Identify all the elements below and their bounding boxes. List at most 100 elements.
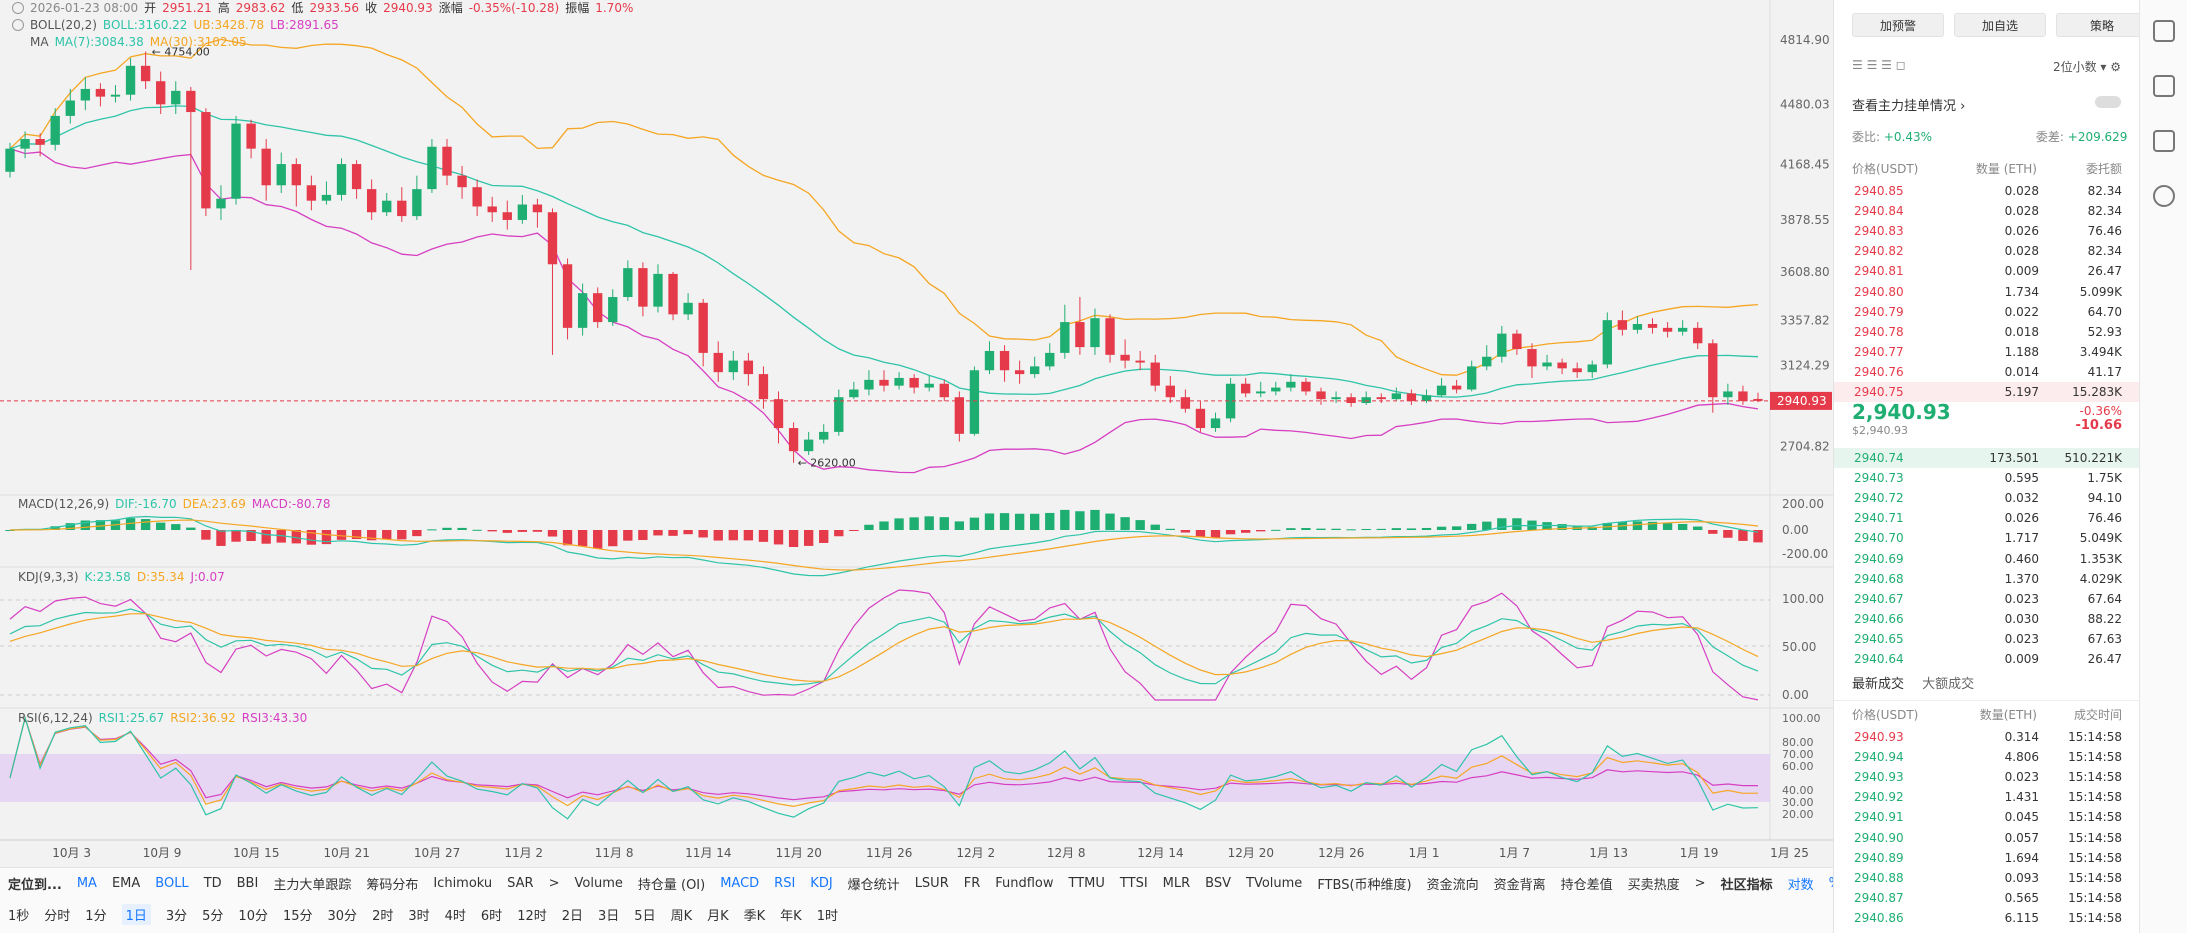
asks-row[interactable]: 2940.85 0.028 82.34 xyxy=(1854,184,2122,199)
trades-row[interactable]: 2940.88 0.093 15:14:58 xyxy=(1854,870,2122,885)
bids-row[interactable]: 2940.68 1.370 4.029K xyxy=(1854,571,2122,586)
tab-large-trades[interactable]: 大额成交 xyxy=(1922,677,1975,692)
bids-row[interactable]: 2940.73 0.595 1.75K xyxy=(1854,471,2122,486)
indicator-5[interactable]: 主力大单跟踪 xyxy=(273,878,352,893)
indicator-18[interactable]: Fundflow xyxy=(995,876,1054,891)
timeframe-16[interactable]: 5日 xyxy=(634,909,656,924)
indicator-24[interactable]: FTBS(币种维度) xyxy=(1317,878,1412,893)
indicator-17[interactable]: FR xyxy=(963,876,981,891)
indicator-9[interactable]: > xyxy=(548,876,560,891)
depth-toggle[interactable] xyxy=(2095,96,2121,108)
indicator-25[interactable]: 资金流向 xyxy=(1426,878,1479,893)
timeframe-21[interactable]: 1时 xyxy=(816,909,838,924)
asks-row[interactable]: 2940.79 0.022 64.70 xyxy=(1854,304,2122,319)
bids-row[interactable]: 2940.65 0.023 67.63 xyxy=(1854,631,2122,646)
bids-row[interactable]: 2940.71 0.026 76.46 xyxy=(1854,511,2122,526)
depth-link[interactable]: 查看主力挂单情况 › xyxy=(1852,99,1966,114)
trades-row[interactable]: 2940.92 1.431 15:14:58 xyxy=(1854,790,2122,805)
trades-row[interactable]: 2940.93 0.023 15:14:58 xyxy=(1854,770,2122,785)
indicator-0[interactable]: MA xyxy=(76,876,97,891)
indicator-19[interactable]: TTMU xyxy=(1068,876,1105,891)
timeframe-19[interactable]: 季K xyxy=(743,909,766,924)
indicator-3[interactable]: TD xyxy=(203,876,222,891)
timeframe-0[interactable]: 1秒 xyxy=(8,909,30,924)
trades-row[interactable]: 2940.94 4.806 15:14:58 xyxy=(1854,750,2122,765)
chart-area[interactable]: ← 4754.00 ← 2620.00 2940.93 4814.90 4480.03 4… xyxy=(0,0,1833,867)
indicator-1[interactable]: EMA xyxy=(111,876,141,891)
panel-button-0[interactable]: 加预警 xyxy=(1852,13,1944,37)
indicator-20[interactable]: TTSI xyxy=(1119,876,1148,891)
indicator-28[interactable]: 买卖热度 xyxy=(1627,878,1680,893)
bids-row[interactable]: 2940.72 0.032 94.10 xyxy=(1854,491,2122,506)
bids-row[interactable]: 2940.74 173.501 510.221K xyxy=(1834,448,2140,469)
asks-row[interactable]: 2940.84 0.028 82.34 xyxy=(1854,204,2122,219)
locate-button[interactable]: 定位到... xyxy=(8,878,62,893)
collapse-icon[interactable] xyxy=(12,2,24,14)
bids-row[interactable]: 2940.67 0.023 67.64 xyxy=(1854,591,2122,606)
indicator-16[interactable]: LSUR xyxy=(914,876,949,891)
view-icons[interactable]: ☰ ☰ ☰ ◻ xyxy=(1852,58,1906,72)
compare-button[interactable]: 对数 xyxy=(1787,878,1814,893)
trades-row[interactable]: 2940.87 0.565 15:14:58 xyxy=(1854,890,2122,905)
indicator-10[interactable]: Volume xyxy=(574,876,623,891)
swap-icon[interactable] xyxy=(2152,185,2175,207)
trades-row[interactable]: 2940.93 0.314 15:14:58 xyxy=(1854,730,2122,745)
timeframe-17[interactable]: 周K xyxy=(670,909,693,924)
asks-row[interactable]: 2940.75 5.197 15.283K xyxy=(1834,381,2140,403)
asks-row[interactable]: 2940.77 1.188 3.494K xyxy=(1854,344,2122,359)
asks-row[interactable]: 2940.81 0.009 26.47 xyxy=(1854,264,2122,279)
timeframe-12[interactable]: 6时 xyxy=(480,909,503,924)
timeframe-2[interactable]: 1分 xyxy=(85,909,107,924)
trades-row[interactable]: 2940.89 1.694 15:14:58 xyxy=(1854,850,2122,865)
indicator-23[interactable]: TVolume xyxy=(1246,876,1303,891)
chart-canvas[interactable]: ← 4754.00 ← 2620.00 2940.93 4814.90 4480.03 4… xyxy=(0,0,1833,867)
bids-row[interactable]: 2940.66 0.030 88.22 xyxy=(1854,611,2122,626)
tab-latest-trades[interactable]: 最新成交 xyxy=(1852,677,1905,692)
indicator-15[interactable]: 爆仓统计 xyxy=(847,878,900,893)
indicator-14[interactable]: KDJ xyxy=(810,876,833,891)
trades-row[interactable]: 2940.90 0.057 15:14:58 xyxy=(1854,830,2122,845)
bids-row[interactable]: 2940.69 0.460 1.353K xyxy=(1854,551,2122,566)
bids-row[interactable]: 2940.70 1.717 5.049K xyxy=(1854,531,2122,546)
indicator-27[interactable]: 持仓差值 xyxy=(1560,878,1613,893)
chart-icon[interactable] xyxy=(2152,75,2175,97)
indicator-13[interactable]: RSI xyxy=(774,876,796,891)
timeframe-4[interactable]: 3分 xyxy=(165,909,188,924)
indicator-26[interactable]: 资金背离 xyxy=(1493,878,1546,893)
precision-select[interactable]: 2位小数 ▾ ⚙ xyxy=(2052,60,2121,74)
timeframe-1[interactable]: 分时 xyxy=(44,909,71,924)
indicator-11[interactable]: 持仓量 (OI) xyxy=(637,878,706,893)
asks-row[interactable]: 2940.82 0.028 82.34 xyxy=(1854,244,2122,259)
timeframe-5[interactable]: 5分 xyxy=(202,909,224,924)
timeframe-6[interactable]: 10分 xyxy=(238,909,268,924)
indicator-22[interactable]: BSV xyxy=(1205,876,1232,891)
asks-row[interactable]: 2940.76 0.014 41.17 xyxy=(1854,364,2122,379)
timeframe-7[interactable]: 15分 xyxy=(282,909,313,924)
timeframe-11[interactable]: 4时 xyxy=(444,909,466,924)
indicator-6[interactable]: 筹码分布 xyxy=(366,878,419,893)
indicator-21[interactable]: MLR xyxy=(1162,876,1191,891)
timeframe-10[interactable]: 3时 xyxy=(408,909,430,924)
asks-row[interactable]: 2940.83 0.026 76.46 xyxy=(1854,224,2122,239)
asks-row[interactable]: 2940.78 0.018 52.93 xyxy=(1854,324,2122,339)
timeframe-18[interactable]: 月K xyxy=(707,909,729,924)
indicator-29[interactable]: > xyxy=(1694,876,1706,891)
indicator-4[interactable]: BBI xyxy=(236,876,259,891)
panel-button-2[interactable]: 策略 xyxy=(2056,13,2148,37)
timeframe-8[interactable]: 30分 xyxy=(327,909,358,924)
timeframe-15[interactable]: 3日 xyxy=(598,909,620,924)
timeframe-9[interactable]: 2时 xyxy=(372,909,394,924)
bids-row[interactable]: 2940.64 0.009 26.47 xyxy=(1854,651,2122,666)
eye-icon[interactable] xyxy=(12,19,24,31)
timeframe-20[interactable]: 年K xyxy=(780,909,802,924)
timeframe-14[interactable]: 2日 xyxy=(561,909,584,924)
asks-row[interactable]: 2940.80 1.734 5.099K xyxy=(1854,284,2122,299)
trades-row[interactable]: 2940.91 0.045 15:14:58 xyxy=(1854,810,2122,825)
community-button[interactable]: 社区指标 xyxy=(1720,878,1773,893)
indicator-8[interactable]: SAR xyxy=(507,876,534,891)
indicator-12[interactable]: MACD xyxy=(720,876,760,891)
timeframe-13[interactable]: 12时 xyxy=(517,909,547,924)
indicator-7[interactable]: Ichimoku xyxy=(433,876,493,891)
trades-row[interactable]: 2940.86 6.115 15:14:58 xyxy=(1854,910,2122,925)
timeframe-3[interactable]: 1日 xyxy=(121,904,151,925)
